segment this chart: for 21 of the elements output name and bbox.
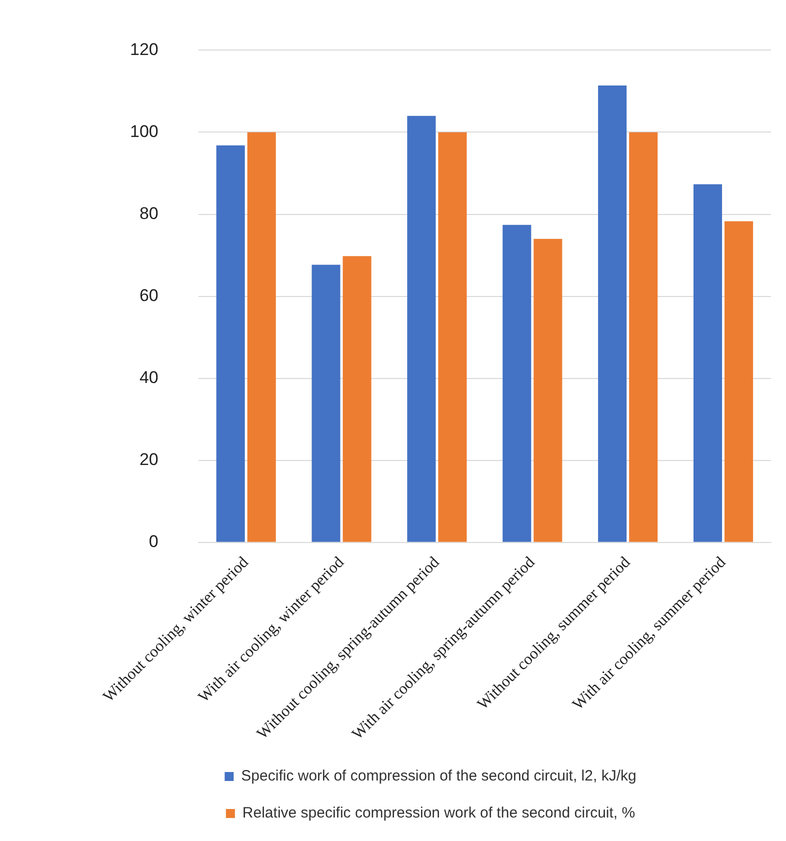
y-tick-label: 120 bbox=[130, 40, 158, 59]
bar bbox=[534, 238, 562, 542]
bar bbox=[216, 145, 245, 542]
bar bbox=[502, 224, 532, 542]
y-tick-label: 40 bbox=[139, 368, 158, 387]
bar bbox=[629, 132, 658, 542]
y-tick-label: 80 bbox=[139, 204, 158, 223]
bar bbox=[312, 264, 340, 542]
bar bbox=[407, 116, 436, 542]
y-tick-label: 60 bbox=[139, 286, 158, 305]
legend-label: Specific work of compression of the second circuit, l2, kJ/kg bbox=[241, 768, 636, 785]
bar bbox=[694, 184, 722, 542]
y-tick-label: 20 bbox=[139, 450, 158, 470]
bar bbox=[724, 221, 754, 542]
bar bbox=[342, 256, 372, 542]
bar bbox=[438, 132, 467, 542]
y-tick-label: 0 bbox=[148, 532, 158, 552]
y-tick-label: 100 bbox=[130, 122, 158, 141]
bar bbox=[598, 85, 627, 542]
bar bbox=[247, 132, 276, 542]
legend-label: Relative specific compression work of the second circuit, % bbox=[242, 804, 636, 822]
